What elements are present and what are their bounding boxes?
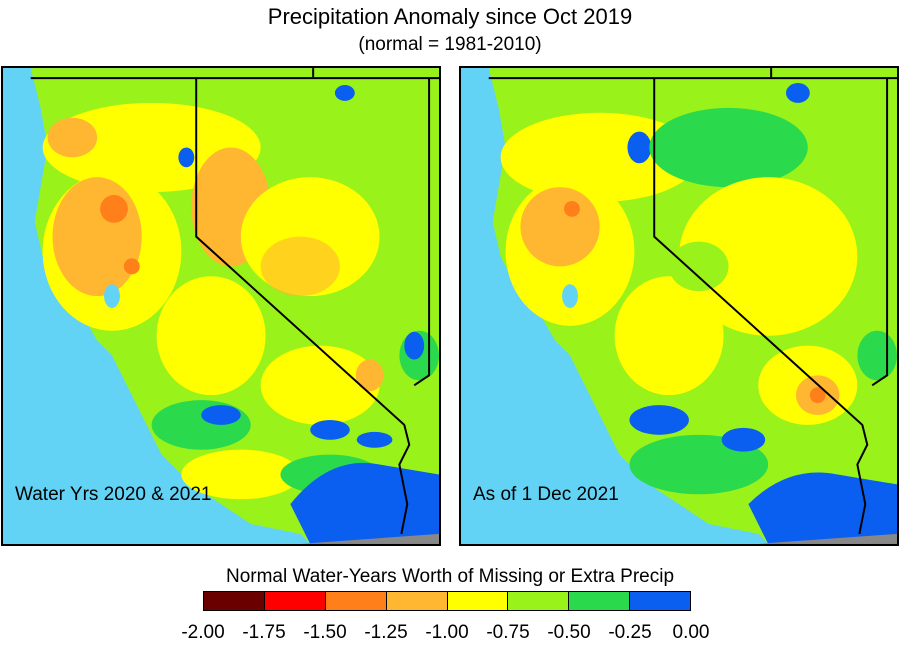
colorbar-tick-label: -0.75	[486, 622, 530, 643]
map-panel-right: As of 1 Dec 2021	[459, 66, 899, 546]
colorbar-swatch	[264, 592, 326, 610]
legend-title: Normal Water-Years Worth of Missing or E…	[225, 566, 675, 587]
map-panel-left: Water Yrs 2020 & 2021	[1, 66, 441, 546]
colorbar-swatch	[386, 592, 448, 610]
colorbar-tick-label: -2.00	[181, 622, 225, 643]
colorbar-swatch	[447, 592, 509, 610]
colorbar-tick-label: 0.00	[672, 622, 710, 643]
panel-label-right: As of 1 Dec 2021	[473, 484, 619, 505]
map-left	[3, 68, 439, 544]
colorbar-swatch	[508, 592, 570, 610]
panel-label-left: Water Yrs 2020 & 2021	[15, 484, 212, 505]
colorbar-swatch	[204, 592, 265, 610]
colorbar-tick-label: -0.50	[547, 622, 591, 643]
colorbar-swatch	[630, 592, 690, 610]
colorbar-ticks: -2.00 -1.75 -1.50 -1.25 -1.00 -0.75 -0.50 -0.25…	[0, 622, 900, 650]
colorbar	[203, 591, 691, 611]
page-title: Precipitation Anomaly since Oct 2019	[267, 4, 633, 29]
state-borders	[30, 68, 439, 535]
page-subtitle: (normal = 1981-2010)	[358, 34, 542, 55]
colorbar-tick-label: -1.50	[303, 622, 347, 643]
colorbar-tick-label: -1.25	[364, 622, 408, 643]
colorbar-tick-label: -1.00	[425, 622, 469, 643]
state-borders	[488, 68, 897, 535]
colorbar-swatch	[325, 592, 387, 610]
colorbar-tick-label: -1.75	[242, 622, 286, 643]
colorbar-tick-label: -0.25	[608, 622, 652, 643]
map-right	[461, 68, 897, 544]
colorbar-swatch	[569, 592, 631, 610]
